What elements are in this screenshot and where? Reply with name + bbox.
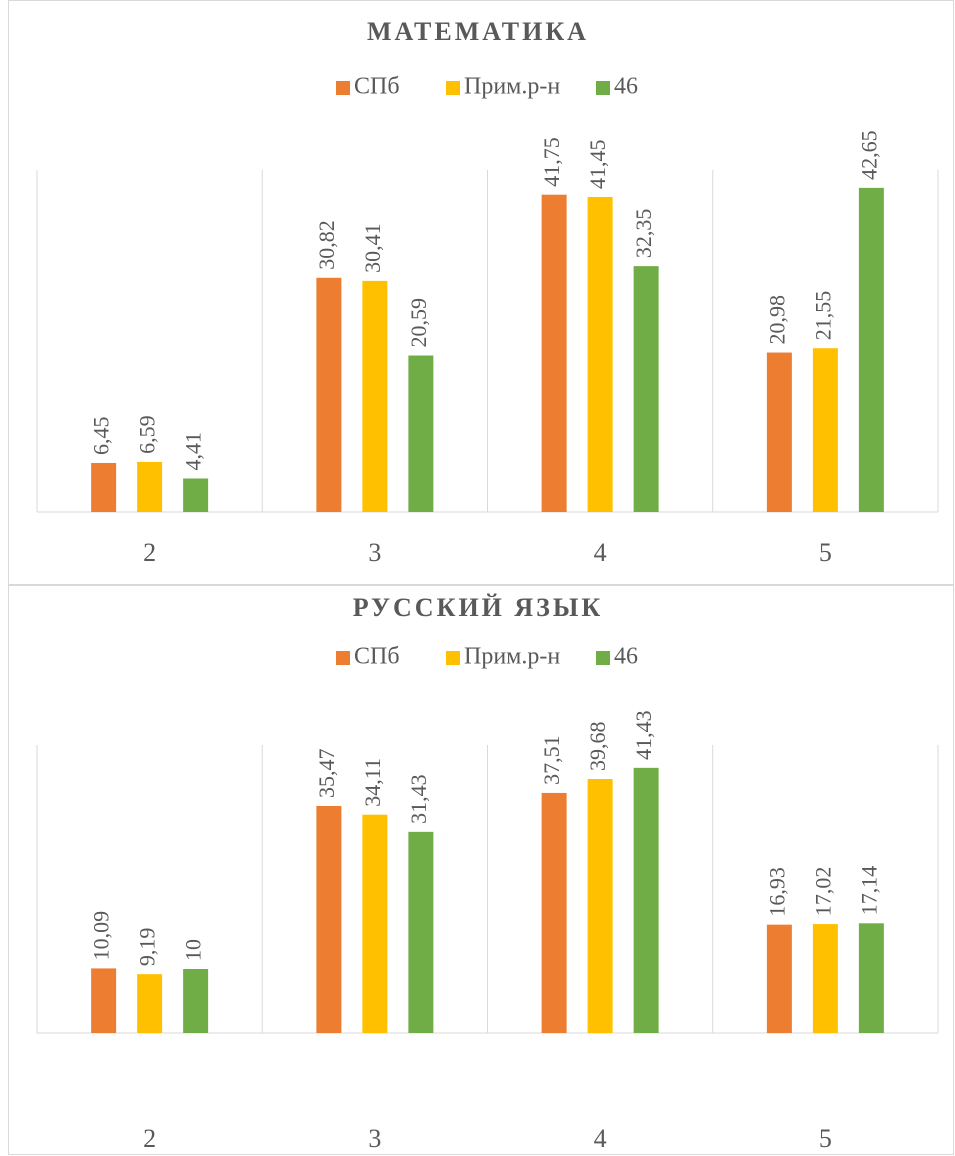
- bar: [316, 805, 342, 1033]
- chart-border: [8, 585, 954, 1155]
- bar: [812, 924, 838, 1033]
- legend-swatch: [336, 81, 350, 95]
- data-label: 41,45: [585, 139, 610, 189]
- data-label: 34,11: [360, 758, 385, 807]
- legend-swatch: [596, 651, 610, 665]
- data-label: 17,02: [810, 867, 835, 917]
- data-label: 16,93: [764, 867, 789, 917]
- bar: [541, 194, 567, 512]
- legend-label: СПб: [354, 644, 400, 670]
- chart-title: МАТЕМАТИКА: [367, 17, 589, 46]
- data-label: 42,65: [856, 130, 881, 180]
- legend-swatch: [336, 651, 350, 665]
- x-tick-label: 3: [368, 538, 381, 567]
- bar: [541, 792, 567, 1033]
- data-label: 35,47: [314, 748, 339, 798]
- x-tick-label: 3: [368, 1124, 381, 1153]
- x-tick-label: 4: [594, 1124, 607, 1153]
- data-label: 41,75: [539, 137, 564, 187]
- legend-label: 46: [614, 644, 638, 670]
- bar: [587, 779, 613, 1033]
- data-label: 20,59: [406, 298, 431, 348]
- legend-label: СПб: [354, 74, 400, 100]
- legend-swatch: [446, 81, 460, 95]
- bar: [408, 831, 434, 1033]
- bar: [91, 968, 117, 1033]
- bar: [587, 196, 613, 513]
- bar: [137, 974, 163, 1033]
- data-label: 21,55: [810, 291, 835, 341]
- bar: [91, 462, 117, 512]
- bar: [633, 767, 659, 1033]
- bar: [408, 355, 434, 512]
- x-tick-label: 5: [819, 1124, 832, 1153]
- legend-label: Прим.р-н: [464, 74, 560, 100]
- data-label: 4,41: [181, 432, 206, 471]
- x-tick-label: 2: [143, 1124, 156, 1153]
- legend-swatch: [446, 651, 460, 665]
- data-label: 30,82: [314, 220, 339, 270]
- chart-title: РУССКИЙ ЯЗЫК: [353, 593, 604, 622]
- legend-swatch: [596, 81, 610, 95]
- data-label: 6,59: [135, 415, 160, 454]
- data-label: 17,14: [856, 866, 881, 916]
- bar: [766, 924, 792, 1033]
- bar: [858, 923, 884, 1033]
- x-tick-label: 5: [819, 538, 832, 567]
- bar: [183, 969, 209, 1033]
- bar: [362, 814, 388, 1033]
- x-tick-label: 2: [143, 538, 156, 567]
- bar: [633, 266, 659, 512]
- data-label: 32,35: [631, 209, 656, 259]
- bar: [766, 352, 792, 512]
- data-label: 39,68: [585, 722, 610, 772]
- chart-border: [8, 0, 954, 585]
- data-label: 31,43: [406, 774, 431, 824]
- legend-label: 46: [614, 74, 638, 100]
- bar: [858, 187, 884, 513]
- bar: [183, 478, 209, 512]
- bar: [812, 348, 838, 512]
- data-label: 41,43: [631, 710, 656, 760]
- bar: [362, 280, 388, 512]
- bar: [137, 461, 163, 512]
- data-label: 6,45: [89, 416, 114, 455]
- legend-label: Прим.р-н: [464, 644, 560, 670]
- data-label: 37,51: [539, 735, 564, 785]
- x-tick-label: 4: [594, 538, 607, 567]
- data-label: 9,19: [135, 928, 160, 967]
- bar: [316, 277, 342, 512]
- data-label: 30,41: [360, 223, 385, 273]
- data-label: 10,09: [89, 911, 114, 961]
- data-label: 10: [181, 939, 206, 961]
- data-label: 20,98: [764, 295, 789, 345]
